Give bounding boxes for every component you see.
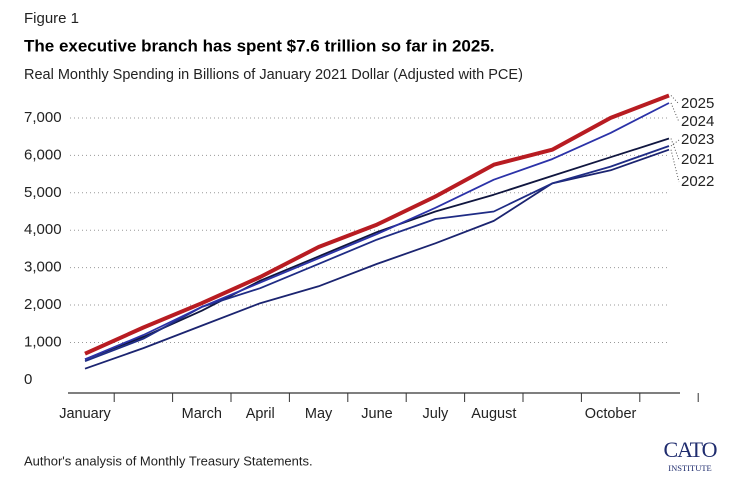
x-tick-label: August xyxy=(471,406,516,422)
label-leader xyxy=(670,139,680,147)
series-line xyxy=(84,93,670,356)
series-line xyxy=(84,137,670,361)
legend-label: 2021 xyxy=(681,151,714,168)
source: Author's analysis of Monthly Treasury St… xyxy=(24,453,313,468)
y-tick-label: 6,000 xyxy=(24,146,62,163)
logo-subtitle: INSTITUTE xyxy=(668,463,711,473)
legend-label: 2022 xyxy=(681,173,714,190)
y-tick-label: 3,000 xyxy=(24,259,62,276)
y-tick-label: 4,000 xyxy=(24,221,62,238)
legend-label: 2025 xyxy=(681,95,714,112)
chart-title: The executive branch has spent $7.6 tril… xyxy=(24,36,495,55)
x-tick-label: April xyxy=(246,406,275,422)
series-line xyxy=(84,145,670,363)
x-tick-label: May xyxy=(305,406,333,422)
legend-label: 2024 xyxy=(681,113,714,130)
figure-label: Figure 1 xyxy=(24,10,79,27)
legend-label: 2023 xyxy=(681,131,714,148)
y-tick-label: 2,000 xyxy=(24,296,62,313)
x-tick-label: July xyxy=(423,406,450,422)
y-tick-label: 1,000 xyxy=(24,333,62,350)
x-tick-label: January xyxy=(59,406,111,422)
label-leader xyxy=(670,95,680,105)
logo: CATO xyxy=(663,437,716,462)
label-leader xyxy=(670,102,680,123)
x-tick-label: March xyxy=(182,406,222,422)
x-tick-label: October xyxy=(585,406,637,422)
label-leader xyxy=(670,138,680,161)
x-tick-label: June xyxy=(361,406,392,422)
series-line xyxy=(84,102,670,361)
chart-subtitle: Real Monthly Spending in Billions of Jan… xyxy=(24,67,523,83)
y-tick-label: 7,000 xyxy=(24,109,62,126)
label-leader xyxy=(670,149,680,183)
series-line xyxy=(84,148,670,370)
y-tick-label: 0 xyxy=(24,371,32,388)
y-tick-label: 5,000 xyxy=(24,184,62,201)
